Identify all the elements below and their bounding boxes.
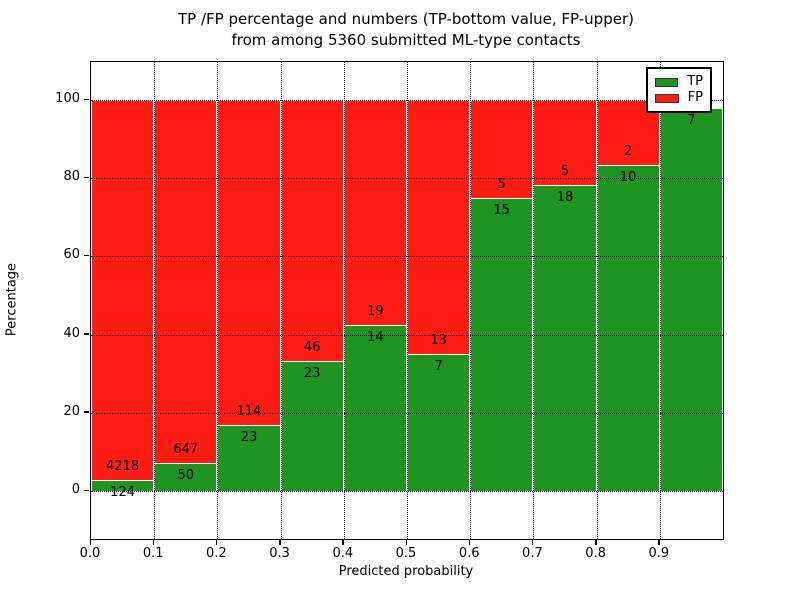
tp-count-label: 18	[556, 190, 574, 205]
x-tick-label: 0.5	[395, 546, 417, 561]
fp-bar-segment	[280, 100, 344, 361]
tp-bar-segment	[407, 354, 471, 491]
y-axis-tick	[84, 411, 89, 413]
y-tick-label: 0	[71, 482, 80, 497]
y-axis-tick	[84, 176, 89, 179]
tp-bar-segment	[533, 185, 597, 491]
vertical-gridline	[154, 62, 156, 539]
fp-count-label: 46	[303, 339, 321, 355]
x-axis-tick	[658, 540, 660, 545]
x-tick-label: 0.8	[585, 546, 606, 561]
vertical-gridline	[659, 62, 661, 539]
vertical-gridline	[470, 62, 472, 539]
fp-count-label: 4218	[106, 458, 140, 474]
tp-count-label: 10	[619, 170, 637, 186]
tp-legend-swatch	[655, 77, 679, 87]
tp-count-label: 7	[687, 113, 696, 129]
x-axis-tick	[531, 540, 534, 545]
x-axis-tick	[152, 540, 155, 545]
x-tick-label: 0.2	[206, 546, 227, 561]
y-tick-label: 100	[55, 91, 80, 106]
vertical-gridline	[217, 62, 219, 539]
tp-bar-segment	[91, 479, 155, 491]
legend-item-fp: FP	[655, 91, 703, 105]
x-tick-label: 0.1	[142, 546, 164, 561]
x-tick-label: 0.3	[269, 546, 290, 561]
y-axis-tick	[84, 98, 89, 100]
x-axis-tick	[468, 540, 471, 545]
tp-count-label: 23	[240, 430, 258, 446]
x-axis-tick	[215, 540, 218, 545]
x-axis-tick	[405, 540, 407, 545]
x-tick-label: 0.0	[79, 546, 101, 561]
y-tick-label: 60	[63, 247, 80, 263]
x-tick-label: 0.6	[458, 546, 480, 561]
x-axis-tick	[595, 540, 597, 545]
fp-bar-segment	[407, 100, 471, 355]
fp-count-label: 114	[236, 404, 262, 420]
y-tick-label: 40	[63, 325, 80, 341]
tp-count-label: 7	[434, 359, 443, 375]
vertical-gridline	[343, 62, 345, 539]
fp-bar-segment	[154, 100, 218, 463]
chart-title-line1: TP /FP percentage and numbers (TP-bottom…	[178, 10, 634, 28]
fp-count-label: 13	[430, 333, 447, 349]
tp-bar-segment	[596, 165, 660, 491]
x-axis-tick	[279, 540, 281, 545]
tp-count-label: 14	[367, 330, 384, 346]
x-axis-tick	[342, 540, 344, 545]
plot-area: 4218 124 647 50 114 23 46 23 19 14 13 7 5 15 5 18 2 10 7 T…	[90, 61, 724, 540]
tp-bar-segment	[343, 325, 407, 491]
x-axis-label: Predicted probability	[338, 564, 474, 579]
fp-legend-label: FP	[687, 90, 703, 105]
tp-count-label: 124	[110, 484, 135, 500]
y-tick-label: 20	[63, 403, 80, 419]
fp-count-label: 19	[367, 304, 384, 320]
fp-count-label: 5	[497, 176, 506, 192]
fp-count-label: 647	[173, 442, 199, 457]
legend-item-tp: TP	[655, 75, 703, 89]
vertical-gridline	[280, 62, 282, 539]
fp-bar-segment	[343, 100, 407, 326]
y-tick-label: 80	[63, 169, 80, 185]
tp-count-label: 23	[303, 365, 321, 381]
vertical-gridline	[407, 62, 408, 539]
tp-legend-label: TP	[687, 74, 703, 89]
x-axis-tick	[89, 540, 91, 545]
y-axis-label: Percentage	[4, 262, 20, 337]
y-axis-tick	[84, 489, 89, 491]
fp-legend-swatch	[655, 93, 679, 103]
fp-count-label: 5	[560, 164, 570, 179]
x-tick-label: 0.7	[522, 546, 543, 561]
fp-bar-segment	[217, 100, 281, 426]
x-tick-label: 0.4	[332, 546, 354, 561]
fp-count-label: 2	[624, 144, 633, 160]
tp-bar-segment	[280, 360, 344, 491]
legend: TP FP	[646, 67, 712, 113]
x-tick-label: 0.9	[648, 546, 670, 561]
vertical-gridline	[533, 62, 535, 539]
tp-bar-segment	[217, 425, 281, 491]
y-axis-tick	[84, 333, 89, 335]
tp-bar-segment	[470, 197, 534, 492]
tp-count-label: 15	[493, 202, 511, 218]
vertical-gridline	[596, 62, 598, 539]
tp-bar-segment	[659, 108, 723, 491]
chart-title-line2: from among 5360 submitted ML-type contac…	[231, 31, 581, 49]
fp-bar-segment	[91, 100, 155, 480]
y-axis-tick	[84, 254, 89, 257]
tp-count-label: 50	[177, 468, 195, 483]
chart-title: TP /FP percentage and numbers (TP-bottom…	[90, 9, 722, 51]
